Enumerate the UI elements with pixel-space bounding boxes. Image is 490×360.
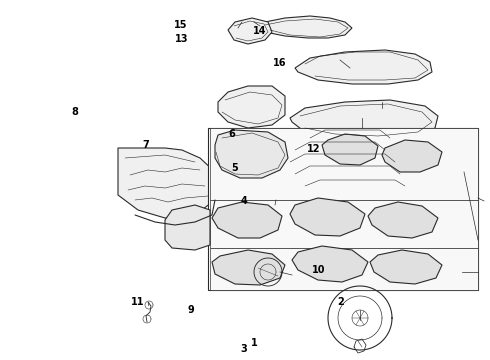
- Text: 5: 5: [231, 163, 238, 174]
- Polygon shape: [382, 140, 442, 172]
- Polygon shape: [215, 130, 288, 178]
- Text: 7: 7: [143, 140, 149, 150]
- Text: 14: 14: [253, 26, 267, 36]
- Polygon shape: [210, 128, 478, 200]
- Text: 12: 12: [307, 144, 320, 154]
- Polygon shape: [218, 86, 285, 128]
- Polygon shape: [212, 250, 285, 285]
- Polygon shape: [322, 134, 378, 165]
- Polygon shape: [295, 50, 432, 84]
- Polygon shape: [290, 100, 438, 140]
- Text: 3: 3: [241, 344, 247, 354]
- Polygon shape: [228, 18, 272, 44]
- Text: 16: 16: [272, 58, 286, 68]
- Text: 13: 13: [174, 34, 188, 44]
- Polygon shape: [368, 202, 438, 238]
- Text: 1: 1: [250, 338, 257, 348]
- Text: 6: 6: [228, 129, 235, 139]
- Polygon shape: [210, 200, 478, 248]
- Polygon shape: [258, 16, 352, 38]
- Text: 2: 2: [337, 297, 344, 307]
- Polygon shape: [370, 250, 442, 284]
- Text: 4: 4: [241, 196, 247, 206]
- Text: 15: 15: [173, 20, 187, 30]
- Polygon shape: [165, 205, 210, 250]
- Polygon shape: [290, 198, 365, 236]
- Polygon shape: [292, 246, 368, 282]
- Polygon shape: [118, 148, 215, 218]
- Polygon shape: [210, 248, 478, 290]
- Polygon shape: [208, 128, 478, 290]
- Text: 11: 11: [131, 297, 145, 307]
- Text: 10: 10: [312, 265, 325, 275]
- Polygon shape: [212, 202, 282, 238]
- Text: 9: 9: [188, 305, 195, 315]
- Text: 8: 8: [71, 107, 78, 117]
